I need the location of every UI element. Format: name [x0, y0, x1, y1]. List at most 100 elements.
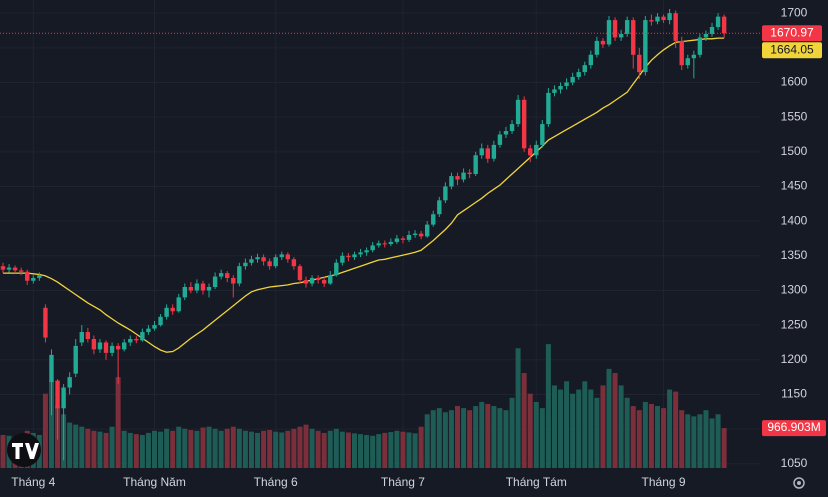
volume-bar — [558, 389, 564, 468]
moving-average — [3, 37, 725, 353]
candle-body — [600, 40, 606, 45]
volume-bar — [48, 381, 54, 468]
volume-bar — [394, 430, 400, 468]
volume-bar — [145, 432, 151, 468]
x-tick-label: Tháng 4 — [11, 475, 55, 489]
volume-bar — [679, 410, 685, 468]
candle-body — [49, 354, 54, 382]
candle-body — [637, 54, 642, 73]
volume-bar — [473, 406, 479, 468]
volume-bar — [703, 410, 709, 468]
volume-bar — [721, 428, 727, 468]
volume-bar — [509, 397, 515, 468]
volume-bar — [406, 432, 412, 468]
volume-bar — [103, 432, 109, 468]
volume-bar — [182, 428, 188, 468]
volume-bar — [133, 434, 139, 468]
volume-bar — [594, 397, 600, 468]
candle-body — [558, 85, 563, 90]
volume-bar — [309, 428, 315, 468]
last-price-label: 1670.97 — [770, 25, 814, 39]
volume-bar — [291, 428, 297, 468]
candle-body — [703, 33, 709, 38]
volume-bar — [691, 416, 697, 468]
volume-bar — [448, 410, 454, 468]
volume-bar — [327, 430, 333, 468]
settings-icon[interactable] — [793, 477, 805, 489]
candle-body — [158, 316, 163, 326]
volume-bar — [527, 393, 533, 468]
y-tick-label: 1300 — [781, 283, 808, 297]
x-tick-label: Tháng 6 — [254, 475, 298, 489]
candle-body — [425, 224, 430, 237]
candle-body — [594, 40, 600, 55]
candle-body — [146, 328, 151, 333]
volume-bar — [194, 430, 200, 468]
candle-body — [431, 214, 436, 225]
candle-body — [649, 20, 654, 22]
volume-bar — [315, 430, 321, 468]
volume-bar — [612, 373, 618, 468]
ma-value-box — [762, 42, 822, 59]
volume-bar — [636, 410, 642, 468]
candle-body — [485, 148, 490, 159]
candle-body — [588, 54, 594, 66]
volume-bar — [224, 428, 230, 468]
gear[interactable] — [793, 477, 805, 489]
x-tick-label: Tháng Năm — [123, 475, 186, 489]
candle-body — [6, 267, 12, 270]
candle-body — [358, 252, 363, 255]
y-tick-label: 1500 — [781, 144, 808, 158]
candle-body — [534, 144, 539, 156]
volume-bar — [200, 427, 206, 468]
candle-body — [449, 176, 454, 187]
y-tick-label: 1700 — [781, 5, 808, 19]
volume-bar — [321, 432, 327, 468]
volume-bar — [382, 432, 388, 468]
volume-bar — [303, 424, 309, 468]
volume-bar — [515, 348, 521, 468]
candle-body — [109, 345, 115, 353]
volume-bar — [521, 373, 527, 468]
volume-bar — [600, 385, 606, 468]
candle-body — [437, 200, 442, 215]
candle-body — [103, 342, 109, 353]
candle-body — [576, 72, 581, 77]
volume-bar — [121, 430, 127, 468]
candle-body — [321, 280, 327, 284]
candle-body — [231, 277, 236, 284]
candle-body — [134, 338, 139, 341]
candle-body — [491, 144, 497, 159]
candle-body — [91, 338, 97, 350]
volume-bar — [97, 431, 103, 468]
volume-bar — [533, 401, 539, 468]
candle-body — [25, 271, 30, 281]
candle-body — [503, 131, 509, 135]
candle-body — [709, 27, 715, 34]
x-tick-label: Tháng 9 — [642, 475, 686, 489]
volume-bar — [467, 410, 473, 468]
candle-body — [352, 254, 357, 258]
volume-value-box — [762, 420, 826, 437]
volume-bar — [564, 381, 570, 468]
candle-body — [606, 20, 612, 45]
volume-bar — [218, 430, 224, 468]
volume-bar — [170, 430, 176, 468]
y-tick-label: 1150 — [781, 387, 807, 401]
gear-center[interactable] — [797, 481, 801, 485]
candle-body — [618, 33, 624, 38]
candle-body — [206, 286, 212, 291]
candle-body — [467, 172, 472, 174]
volume-bar — [479, 401, 485, 468]
candle-body — [200, 283, 206, 291]
logo-mark — [12, 443, 39, 459]
candle-body — [18, 270, 24, 272]
volume-bar — [436, 408, 442, 468]
volume-bar — [715, 414, 721, 468]
candle-body — [128, 338, 133, 343]
candle-body — [225, 273, 230, 278]
volume-bar — [539, 408, 545, 468]
volume-bar — [461, 408, 467, 468]
volume-bar — [297, 426, 303, 468]
volume-bar — [545, 344, 551, 468]
